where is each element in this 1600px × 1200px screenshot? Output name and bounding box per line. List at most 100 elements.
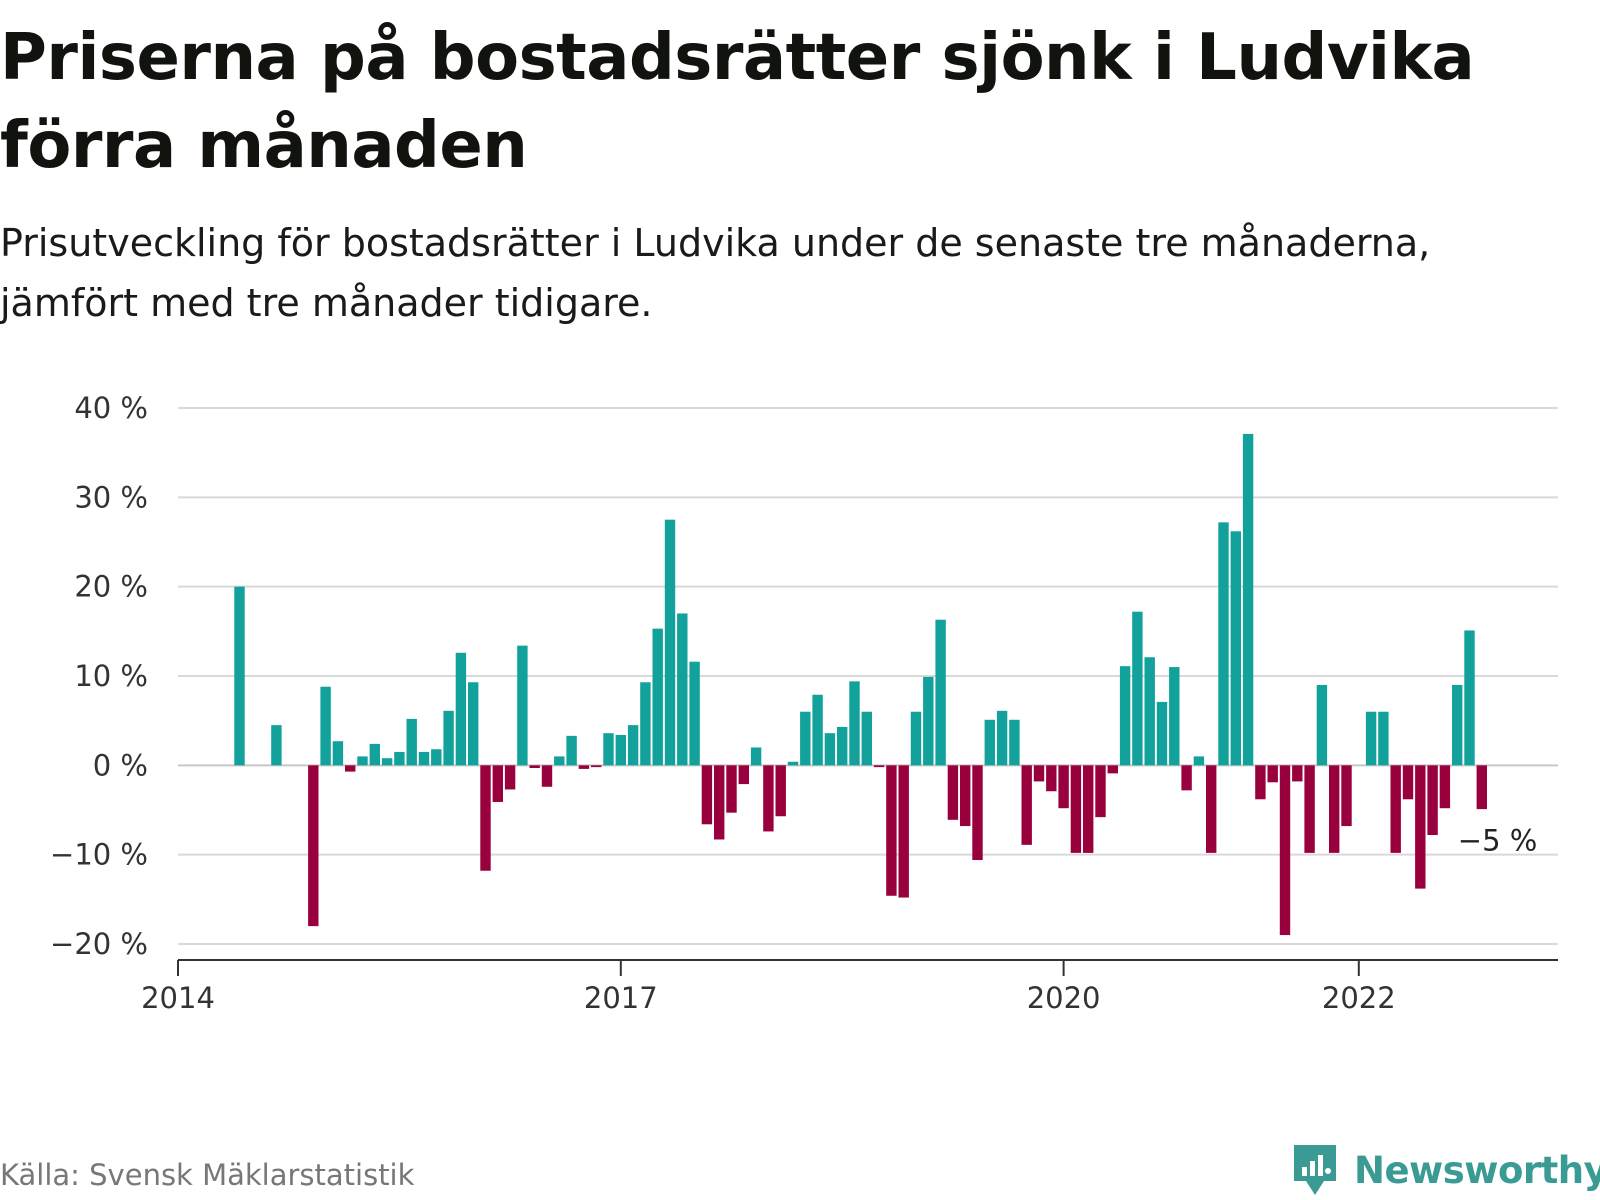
bar — [320, 686, 331, 766]
bar — [345, 765, 356, 772]
y-tick-label: −10 % — [50, 838, 148, 872]
bar — [1206, 765, 1217, 853]
bar — [972, 765, 983, 861]
y-tick-label: 20 % — [74, 570, 148, 604]
x-tick-label: 2020 — [1027, 981, 1101, 1015]
x-tick-label: 2022 — [1322, 981, 1396, 1015]
bar — [1132, 611, 1143, 766]
bar — [1156, 701, 1168, 766]
bar — [910, 711, 922, 766]
bar — [271, 725, 282, 766]
bar — [898, 765, 909, 898]
bar — [1070, 765, 1082, 853]
bar — [627, 725, 639, 766]
y-axis-ticks: 40 % 30 % 20 % 10 % 0 % −10 % −20 % — [50, 391, 148, 961]
bar — [738, 765, 749, 785]
newsworthy-logo-icon — [1294, 1145, 1336, 1195]
bar — [1292, 765, 1303, 782]
bar — [1390, 765, 1401, 853]
bars — [234, 433, 1487, 936]
bar — [578, 765, 590, 769]
y-tick-label: 10 % — [74, 659, 148, 693]
bar — [308, 765, 319, 927]
bar — [443, 710, 454, 766]
bar — [652, 628, 663, 766]
bar — [787, 761, 799, 766]
x-tick-label: 2014 — [141, 981, 215, 1015]
bar — [701, 765, 713, 825]
bar — [1464, 630, 1475, 766]
bar — [886, 765, 897, 896]
bar — [640, 682, 651, 766]
bar — [554, 756, 565, 766]
bar — [1046, 765, 1057, 792]
bar — [800, 711, 811, 766]
bar — [1242, 433, 1254, 766]
annotations: −5 % — [1458, 824, 1538, 858]
bar — [1304, 765, 1315, 853]
chart-title: Priserna på bostadsrätter sjönk i Ludvik… — [0, 21, 1475, 183]
bar — [664, 519, 676, 766]
bar — [1083, 765, 1094, 853]
x-tick-label: 2017 — [584, 981, 658, 1015]
bar — [1427, 765, 1438, 836]
bar — [812, 694, 823, 766]
bar — [418, 751, 430, 766]
bar — [1107, 765, 1118, 774]
bar — [394, 751, 405, 766]
y-tick-label: −20 % — [50, 927, 148, 961]
bar — [1169, 667, 1180, 766]
bar — [369, 743, 380, 766]
last-value-label: −5 % — [1458, 824, 1538, 858]
bar — [689, 661, 700, 766]
bar — [381, 758, 393, 766]
bar — [234, 586, 245, 766]
bar — [1021, 765, 1032, 845]
bar — [1476, 765, 1487, 810]
bar — [1341, 765, 1352, 827]
bar — [726, 765, 737, 813]
bar — [615, 734, 626, 766]
bar — [1439, 765, 1451, 809]
bar — [431, 749, 442, 766]
bar — [750, 747, 762, 766]
bar — [1230, 531, 1241, 766]
chart-subtitle: Prisutveckling för bostadsrätter i Ludvi… — [0, 221, 1431, 325]
bar — [824, 733, 836, 766]
bar — [406, 718, 417, 766]
y-tick-label: 0 % — [93, 748, 148, 782]
source-note: Källa: Svensk Mäklarstatistik — [0, 1158, 415, 1192]
bar — [492, 765, 503, 802]
bar — [1181, 765, 1192, 791]
brand-logo: Newsworthy — [1290, 1140, 1600, 1200]
bar — [1402, 765, 1414, 800]
bar — [566, 735, 577, 766]
bar — [714, 765, 725, 840]
bar — [996, 710, 1008, 766]
bar — [1033, 765, 1045, 782]
bar — [677, 613, 688, 766]
bar — [591, 765, 602, 768]
bar — [1095, 765, 1106, 818]
bar — [947, 765, 959, 820]
bar — [984, 719, 995, 766]
y-tick-label: 30 % — [74, 480, 148, 514]
bar — [1452, 684, 1463, 766]
bar — [1255, 765, 1266, 800]
bar — [775, 765, 786, 817]
bar — [935, 619, 946, 766]
brand-name: Newsworthy — [1354, 1148, 1600, 1192]
bar — [1365, 711, 1377, 766]
bar — [1058, 765, 1069, 809]
bar — [541, 765, 553, 787]
bar — [1279, 765, 1291, 936]
bar — [1316, 684, 1328, 766]
bar — [603, 733, 614, 766]
bar — [1267, 765, 1278, 783]
bar — [1218, 522, 1229, 766]
bar — [960, 765, 971, 827]
bar — [1193, 756, 1205, 766]
bar — [837, 726, 848, 766]
bar — [1144, 657, 1155, 766]
